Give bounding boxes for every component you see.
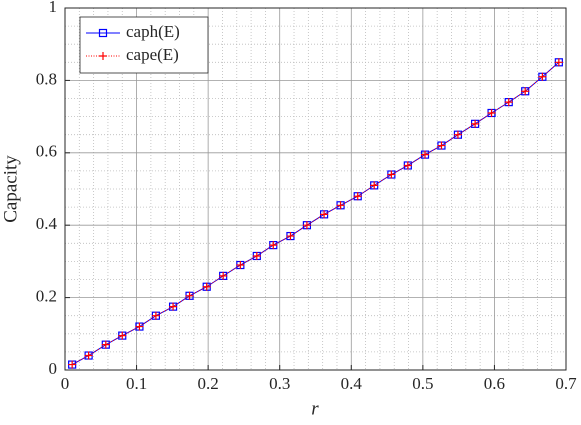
marker [236,261,245,270]
marker [370,181,379,190]
x-tick-label: 0.2 [198,374,219,393]
marker [554,58,563,67]
x-tick-label: 0.5 [412,374,433,393]
marker [286,232,295,241]
marker [538,72,547,81]
marker [118,331,127,340]
marker [302,221,311,230]
legend-label: caph(E) [126,22,180,41]
y-tick-label: 1 [49,0,58,16]
marker [202,282,211,291]
marker [68,360,77,369]
x-tick-label: 0.7 [555,374,577,393]
marker [353,192,362,201]
x-tick-label: 0.1 [126,374,147,393]
series-line [71,61,560,366]
legend-marker [98,28,108,38]
y-tick-label: 0.8 [36,69,57,88]
marker [84,351,93,360]
marker [169,302,178,311]
marker [387,170,396,179]
marker [336,201,345,210]
marker [487,108,496,117]
x-axis-label: r [311,398,319,419]
marker [403,161,412,170]
marker [101,340,110,349]
y-tick-label: 0.6 [36,142,57,161]
marker [521,87,530,96]
x-tick-label: 0.6 [484,374,505,393]
marker [252,251,261,260]
legend-box [79,16,209,74]
legend-marker [99,52,107,60]
marker [151,311,160,320]
marker [504,98,513,107]
marker [320,210,329,219]
x-tick-label: 0.4 [341,374,363,393]
marker [219,271,228,280]
plot-frame [64,7,567,371]
y-tick-label: 0 [49,359,58,378]
marker [471,119,480,128]
x-tick-label: 0.3 [269,374,290,393]
marker [453,130,462,139]
marker [421,150,430,159]
y-tick-label: 0.2 [36,287,57,306]
legend-label: cape(E) [126,45,179,64]
marker [437,141,446,150]
marker [185,291,194,300]
y-axis-label: Capacity [0,155,21,223]
marker [135,322,144,331]
x-tick-label: 0 [61,374,70,393]
marker [269,241,278,250]
y-tick-label: 0.4 [36,214,58,233]
